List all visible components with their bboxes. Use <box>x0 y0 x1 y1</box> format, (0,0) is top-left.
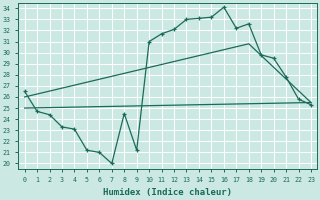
X-axis label: Humidex (Indice chaleur): Humidex (Indice chaleur) <box>103 188 232 197</box>
